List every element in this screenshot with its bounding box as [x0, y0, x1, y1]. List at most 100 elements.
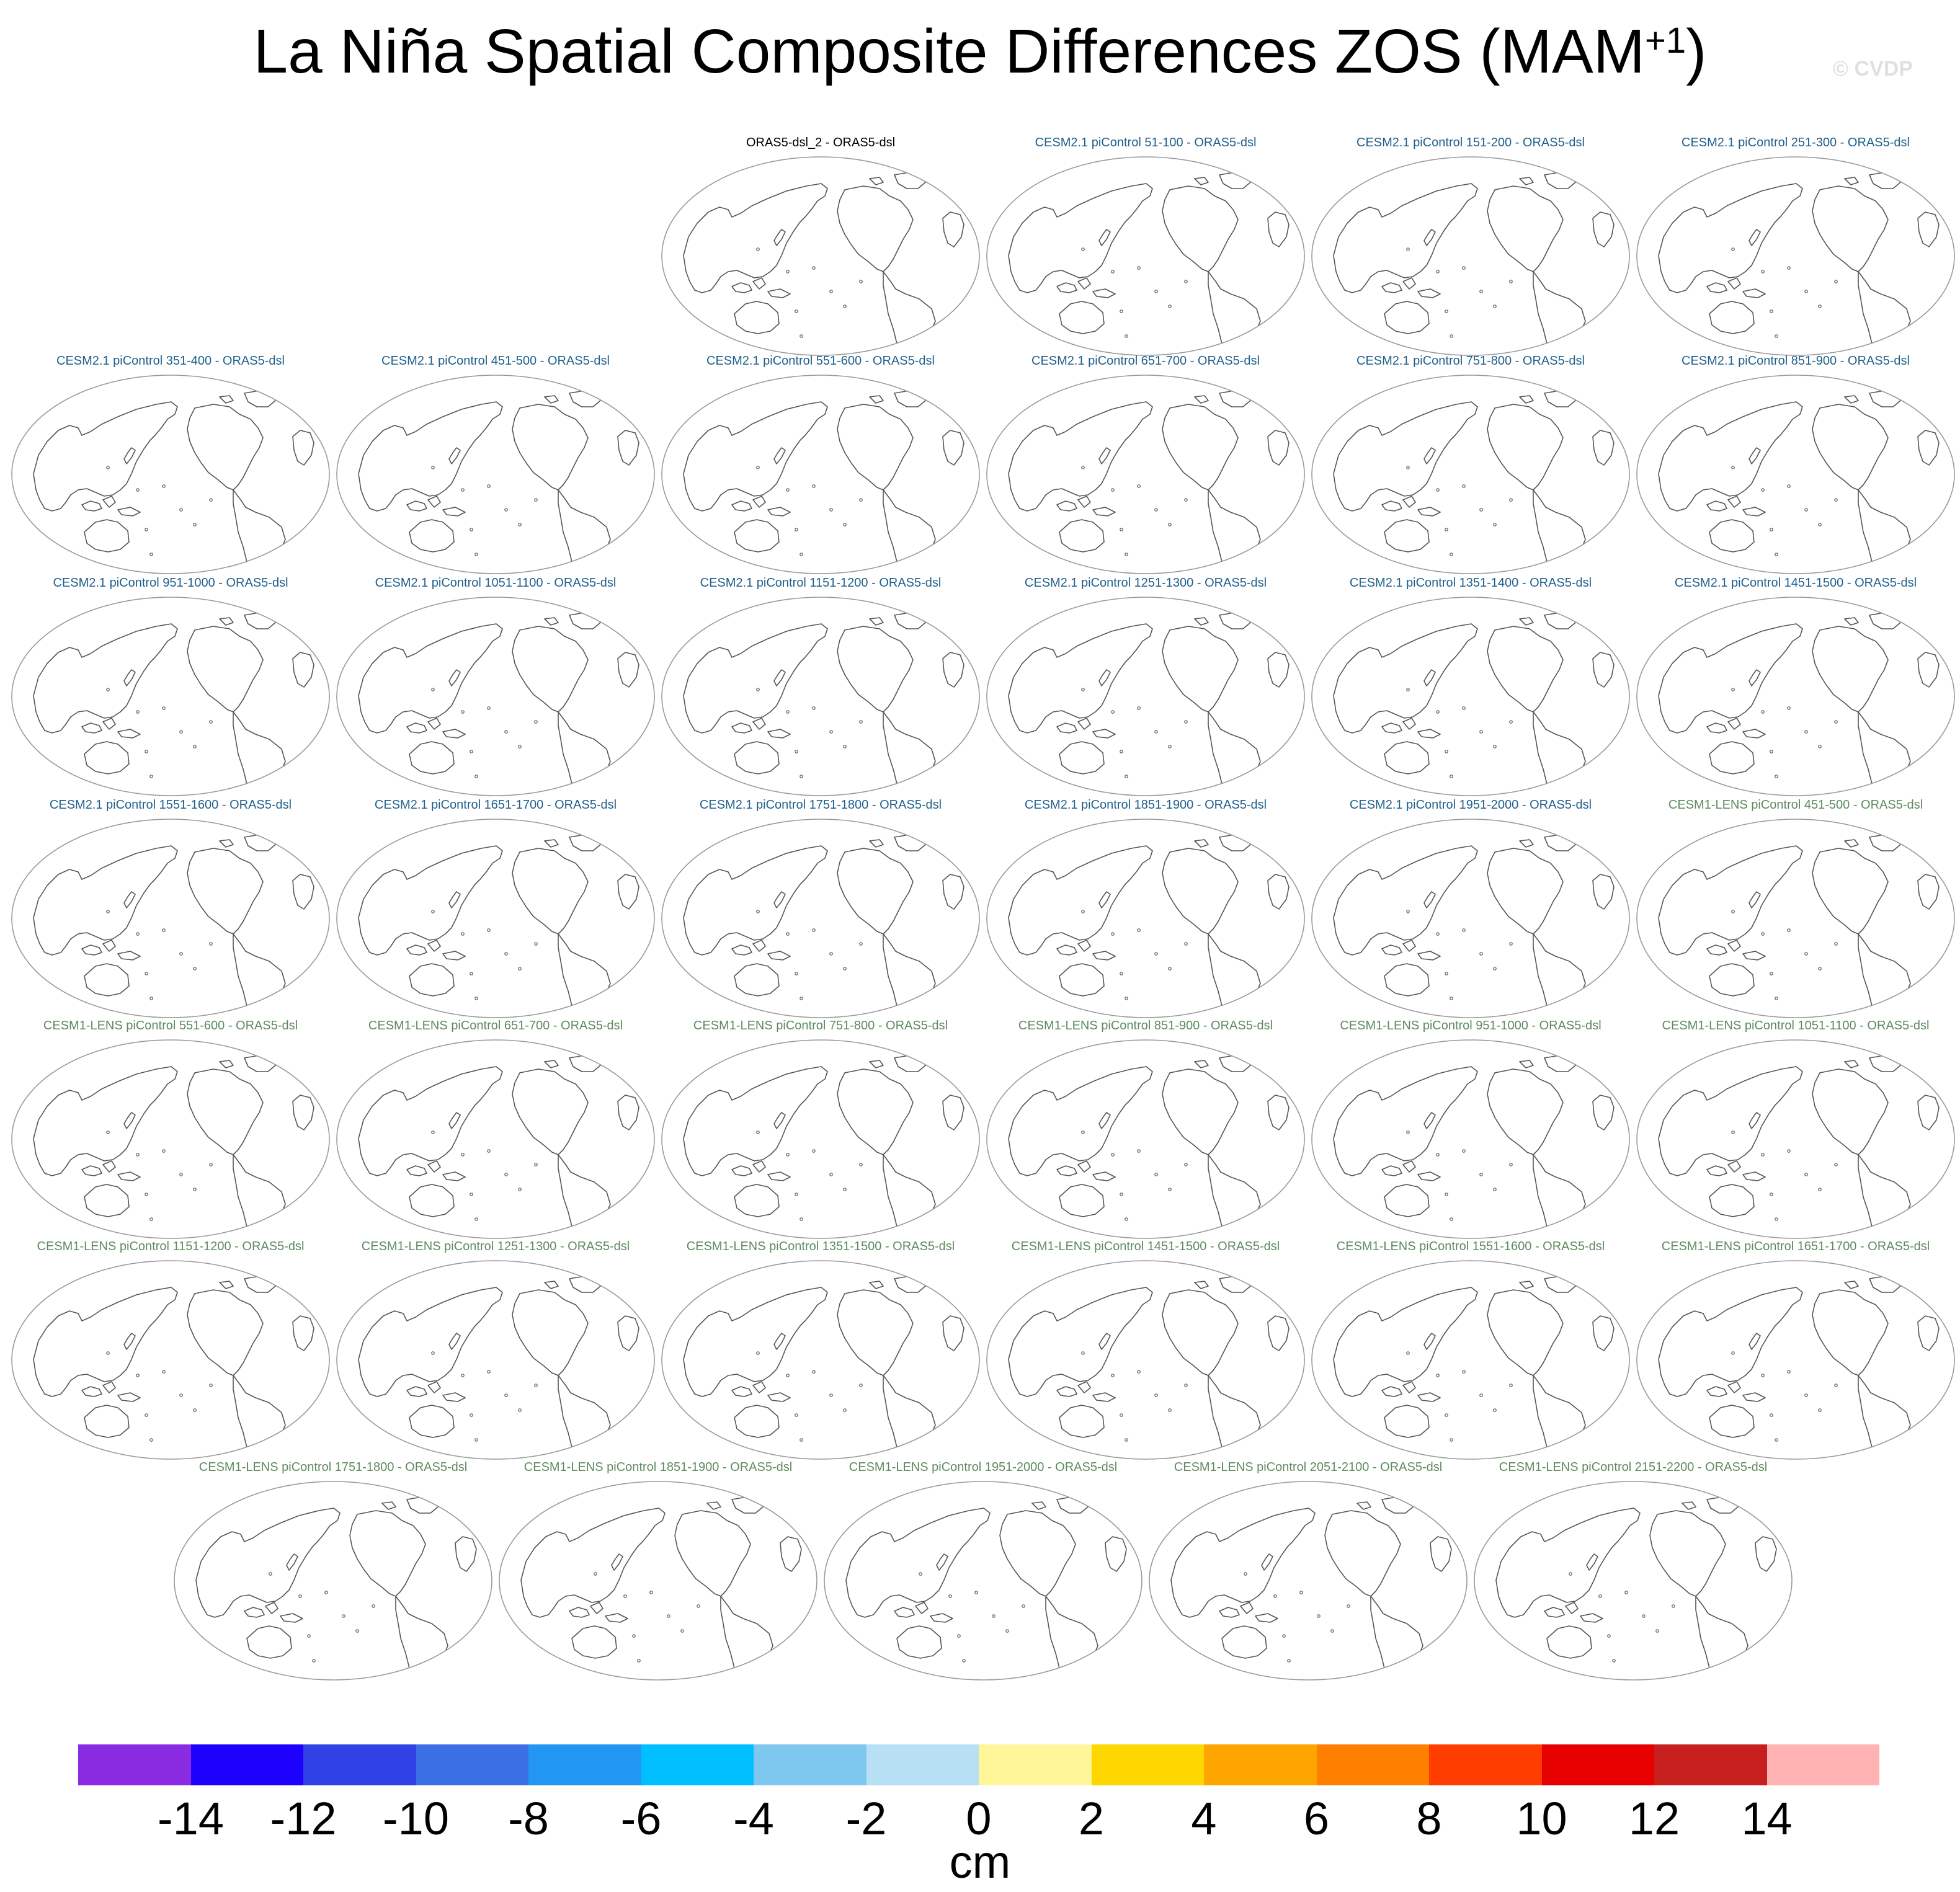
island — [1154, 730, 1158, 734]
coastline — [611, 1553, 623, 1571]
world-map — [1311, 1039, 1630, 1239]
coastline — [1417, 1171, 1441, 1181]
island — [1154, 1393, 1158, 1397]
coastline — [1544, 1607, 1565, 1618]
coastline — [349, 1510, 426, 1597]
map-outline — [824, 1481, 1143, 1681]
colorbar-tick-label: 6 — [1303, 1793, 1330, 1844]
world-map — [986, 597, 1305, 796]
coastline — [1658, 845, 1803, 956]
coastline — [1261, 1553, 1273, 1571]
island — [518, 523, 522, 526]
coastline — [1658, 401, 1803, 512]
coastline — [894, 172, 926, 189]
coastline — [1544, 1055, 1576, 1072]
map-panel: CESM2.1 piControl 451-500 - ORAS5-dsl — [334, 353, 657, 575]
coastline — [406, 1496, 439, 1514]
world-map — [1636, 597, 1955, 796]
world-map — [1474, 1481, 1793, 1681]
map-panel: CESM1-LENS piControl 1151-1200 - ORAS5-d… — [9, 1239, 332, 1461]
map-panel: CESM2.1 piControl 151-200 - ORAS5-dsl — [1309, 135, 1633, 357]
coastline — [734, 741, 780, 775]
island — [162, 1370, 166, 1374]
coastline — [1858, 933, 1911, 1018]
coastline — [1844, 395, 1859, 404]
coastline — [409, 963, 455, 997]
coastline — [734, 519, 780, 553]
panel-title: CESM2.1 piControl 351-400 - ORAS5-dsl — [56, 354, 285, 368]
coastline — [1194, 1281, 1209, 1289]
coastline — [1162, 626, 1239, 713]
coastline — [1170, 1508, 1316, 1618]
coastline — [1356, 1501, 1371, 1510]
panel-title: CESM2.1 piControl 951-1000 - ORAS5-dsl — [53, 576, 288, 590]
coastline — [1844, 617, 1859, 626]
coastline — [1917, 211, 1940, 247]
island — [1770, 1192, 1773, 1196]
coastline — [1219, 390, 1251, 407]
island — [1436, 932, 1440, 936]
panel-title: CESM1-LENS piControl 1651-1700 - ORAS5-d… — [1661, 1240, 1930, 1253]
colorbar-segment — [1091, 1744, 1204, 1785]
island — [1731, 1130, 1735, 1134]
coastline — [219, 617, 234, 626]
world-map — [986, 1260, 1305, 1460]
island — [1731, 247, 1735, 251]
coastline — [406, 500, 427, 512]
map-panel: CESM1-LENS piControl 1251-1300 - ORAS5-d… — [334, 1239, 657, 1461]
coastline — [773, 1333, 786, 1350]
coastline — [773, 447, 786, 464]
coastline — [674, 1510, 751, 1597]
island — [1787, 928, 1791, 932]
cvdp-watermark: © CVDP — [1833, 57, 1913, 81]
coastline — [1727, 939, 1741, 952]
coastline — [123, 669, 136, 686]
figure-title: La Niña Spatial Composite Differences ZO… — [0, 16, 1960, 87]
coastline — [942, 430, 964, 466]
coastline — [1742, 1171, 1766, 1181]
island — [800, 1217, 803, 1221]
coastline — [1059, 1184, 1105, 1217]
coastline — [81, 1386, 102, 1397]
coastline — [734, 301, 780, 334]
coastline — [683, 1066, 828, 1176]
world-map — [661, 375, 980, 574]
map-panel: CESM1-LENS piControl 2051-2100 - ORAS5-d… — [1146, 1460, 1470, 1682]
coastline — [1748, 447, 1761, 464]
coastline — [837, 404, 914, 491]
island — [179, 508, 183, 512]
coastline — [1056, 1386, 1077, 1397]
island — [1445, 309, 1448, 313]
island — [1612, 1659, 1616, 1663]
coastline — [1219, 612, 1251, 629]
island — [1168, 523, 1172, 526]
coastline — [731, 1386, 752, 1397]
map-outline — [499, 1481, 817, 1681]
coastline — [720, 1596, 773, 1680]
panel-title: CESM2.1 piControl 551-600 - ORAS5-dsl — [706, 354, 935, 368]
map-panel: CESM1-LENS piControl 1951-2000 - ORAS5-d… — [821, 1460, 1145, 1682]
coastline — [1727, 1160, 1741, 1173]
island — [1804, 952, 1808, 956]
coastline — [1056, 500, 1077, 512]
island — [1120, 1192, 1123, 1196]
island — [1406, 1130, 1410, 1134]
coastline — [605, 1613, 628, 1623]
colorbar-tick-label: 14 — [1741, 1793, 1793, 1844]
coastline — [869, 617, 884, 626]
island — [1330, 1629, 1334, 1633]
coastline — [1059, 519, 1105, 553]
island — [1005, 1629, 1009, 1633]
island — [1761, 1374, 1765, 1377]
coastline — [1402, 1381, 1416, 1393]
coastline — [1748, 1112, 1761, 1129]
panel-title: CESM2.1 piControl 651-700 - ORAS5-dsl — [1031, 354, 1260, 368]
coastline — [219, 1060, 234, 1068]
map-panel: CESM1-LENS piControl 1351-1500 - ORAS5-d… — [659, 1239, 982, 1461]
coastline — [187, 404, 264, 491]
island — [1154, 508, 1158, 512]
coastline — [999, 1510, 1076, 1597]
coastline — [448, 447, 461, 464]
coastline — [244, 612, 276, 629]
coastline — [1162, 1289, 1239, 1376]
